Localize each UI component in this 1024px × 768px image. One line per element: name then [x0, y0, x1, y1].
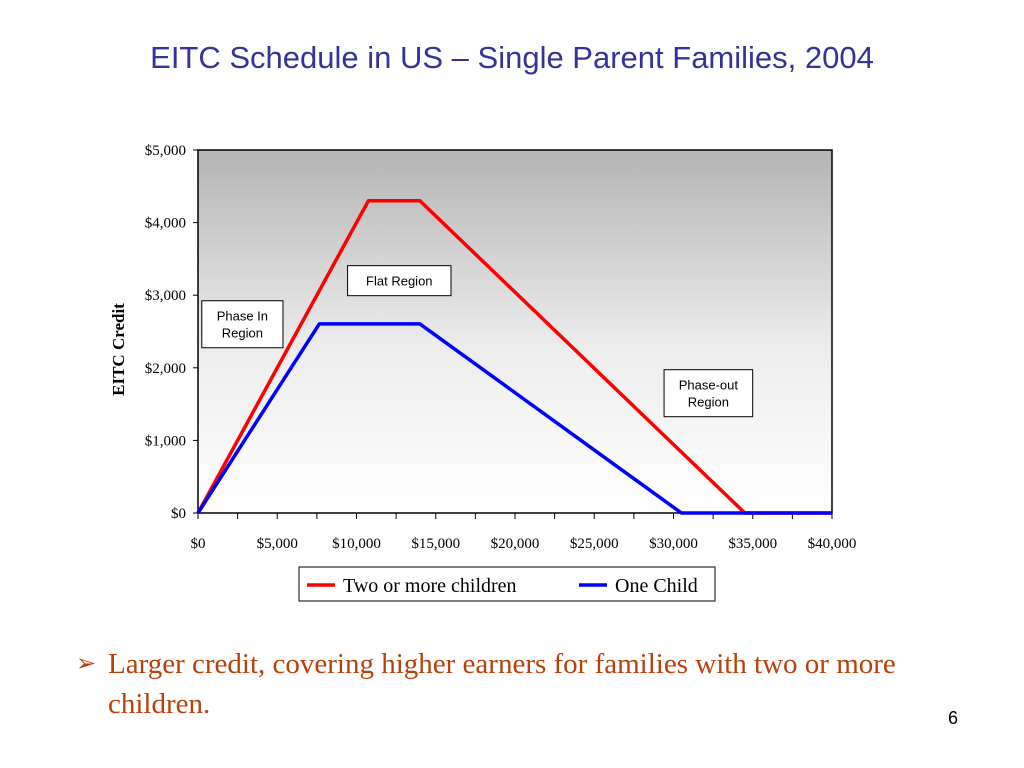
- eitc-chart: $0 $1,000 $2,000 $3,000 $4,000 $5,000 $0 $5,000…: [109, 143, 857, 602]
- y-axis-label: EITC Credit: [109, 303, 128, 396]
- annotation-box: [201, 300, 284, 349]
- page-number: 6: [948, 708, 959, 728]
- legend-label: Two or more children: [343, 575, 517, 597]
- x-tick-label: $10,000: [332, 536, 381, 552]
- x-tick-label: $15,000: [411, 536, 460, 552]
- y-tick-label: $2,000: [145, 361, 186, 377]
- bullet-text: Larger credit, covering higher earners f…: [108, 648, 896, 720]
- y-tick-label: $1,000: [145, 433, 186, 449]
- annotation-label: Phase-out: [679, 378, 739, 393]
- y-tick-label: $3,000: [145, 288, 186, 304]
- x-tick-label: $5,000: [257, 536, 298, 552]
- annotation-label: Region: [222, 326, 263, 341]
- y-tick-label: $5,000: [145, 143, 186, 159]
- annotation-box: [663, 369, 754, 418]
- x-tick-label: $30,000: [649, 536, 698, 552]
- legend-label: One Child: [615, 575, 698, 597]
- bullet-arrow-icon: ➢: [76, 651, 97, 677]
- annotation-box: [347, 265, 452, 297]
- x-tick-label: $0: [191, 536, 206, 552]
- y-tick-label: $4,000: [145, 216, 186, 232]
- x-tick-label: $20,000: [491, 536, 540, 552]
- x-tick-label: $40,000: [808, 536, 857, 552]
- annotation-label: Phase In: [217, 309, 268, 324]
- y-tick-label: $0: [171, 506, 186, 522]
- legend-box: [298, 566, 716, 602]
- annotation-label: Flat Region: [366, 274, 432, 289]
- x-tick-label: $35,000: [728, 536, 777, 552]
- slide-title: EITC Schedule in US – Single Parent Fami…: [150, 40, 874, 75]
- plot-area: [197, 149, 833, 514]
- series-line-one-child: [196, 322, 832, 515]
- bullet-point: ➢ Larger credit, covering higher earners…: [76, 644, 936, 724]
- annotation-label: Region: [688, 395, 729, 410]
- x-tick-label: $25,000: [570, 536, 619, 552]
